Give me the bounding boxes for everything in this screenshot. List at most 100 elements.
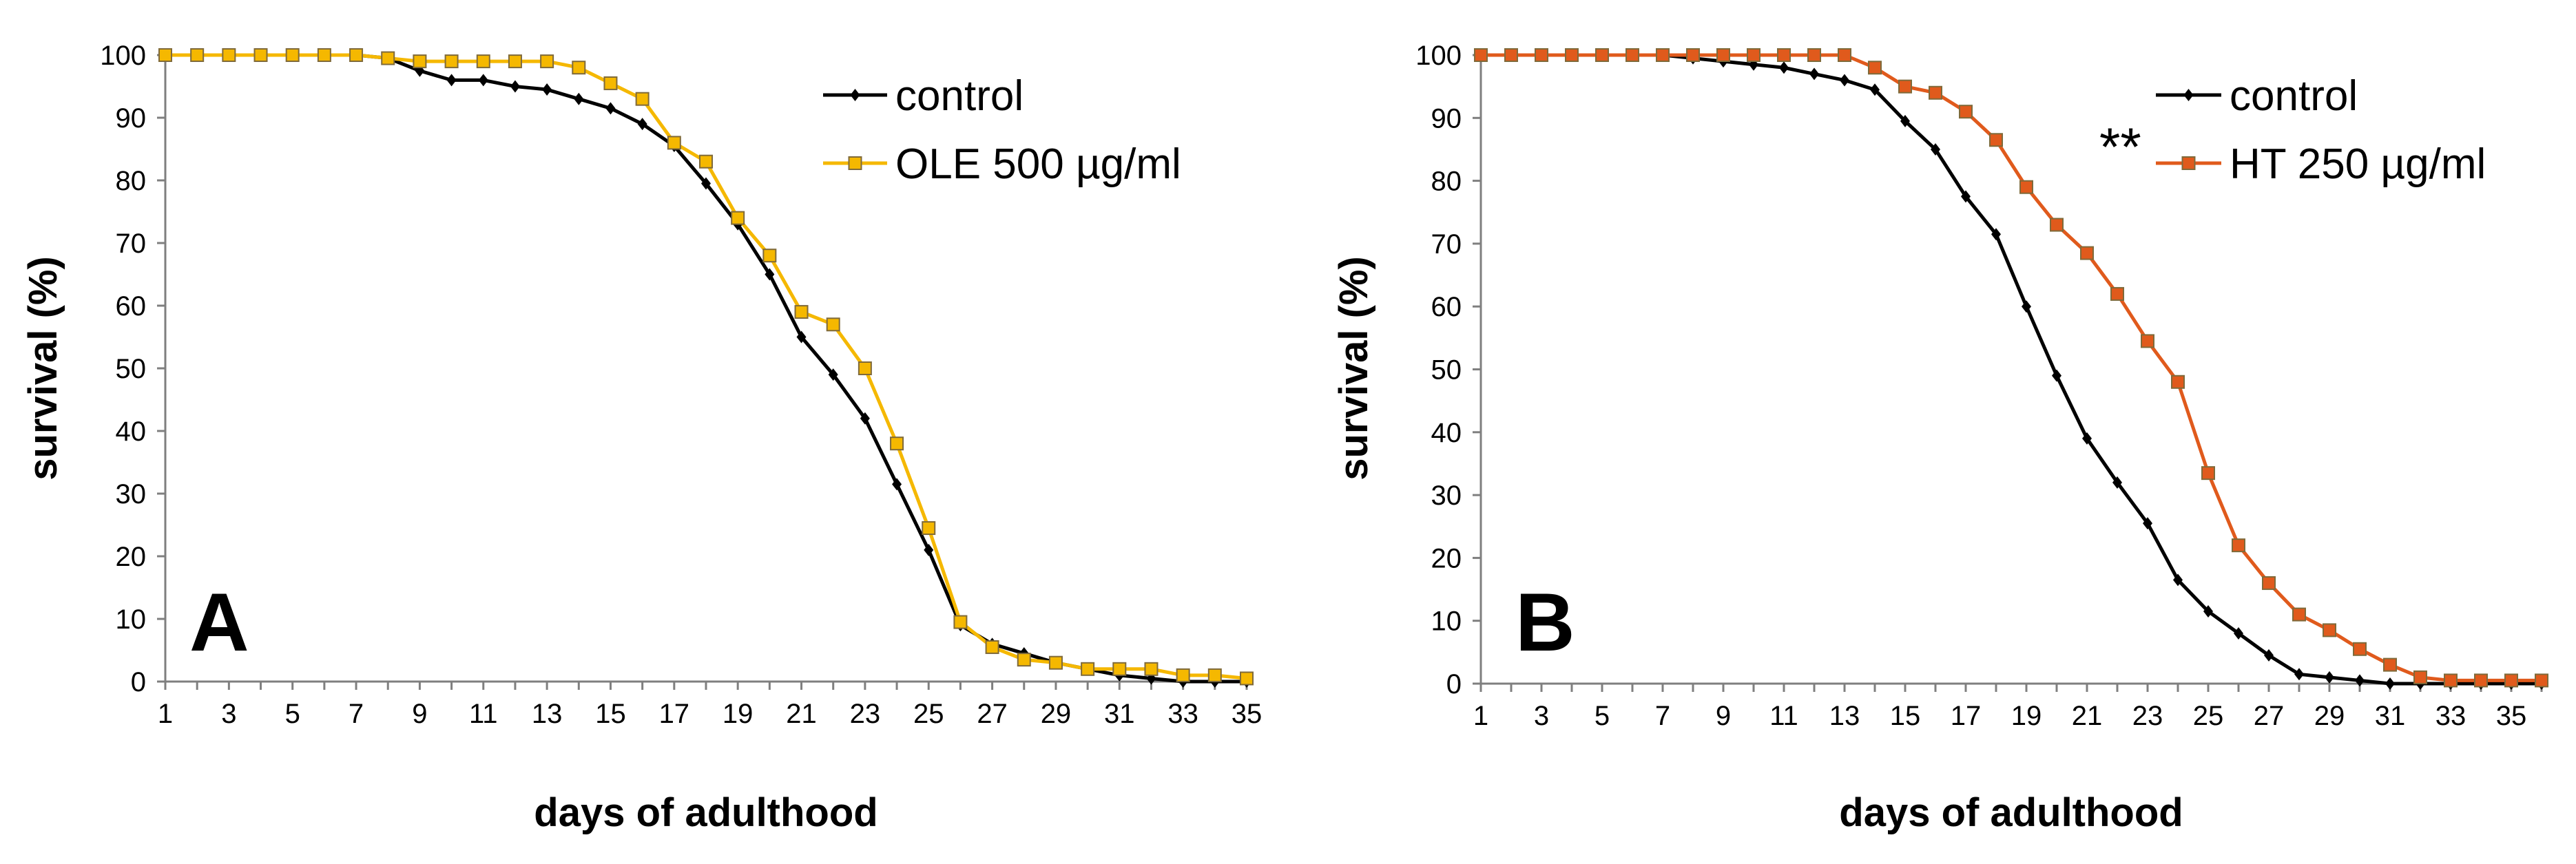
data-point <box>2203 605 2213 618</box>
x-tick-label: 3 <box>1534 701 1549 731</box>
data-point <box>794 305 809 319</box>
y-tick-label: 70 <box>1431 229 1462 260</box>
data-point <box>2292 607 2306 622</box>
x-tick-label: 5 <box>285 699 300 729</box>
x-tick-label: 13 <box>532 699 563 729</box>
x-axis-title: days of adulthood <box>1839 790 2183 835</box>
data-point <box>1807 48 1821 62</box>
data-point <box>572 61 586 75</box>
data-point <box>796 330 807 344</box>
data-point <box>190 48 205 62</box>
y-tick-label: 40 <box>1431 418 1462 448</box>
data-point <box>478 74 488 87</box>
y-tick-label: 0 <box>1446 669 1462 699</box>
data-point <box>2082 432 2092 445</box>
data-point <box>2022 300 2031 313</box>
data-point <box>2112 476 2122 489</box>
data-point <box>2173 573 2183 587</box>
data-point <box>2052 369 2061 382</box>
x-tick-label: 29 <box>1041 699 1072 729</box>
data-point <box>253 48 268 62</box>
data-point <box>860 412 870 425</box>
data-point <box>701 177 711 190</box>
legend-entry: control <box>895 72 1024 120</box>
x-tick-label: 25 <box>913 699 944 729</box>
data-point <box>508 54 522 69</box>
data-point <box>2383 657 2397 672</box>
data-point <box>2050 218 2064 232</box>
data-point <box>605 102 616 115</box>
data-point <box>1898 79 1912 94</box>
y-tick-label: 10 <box>1431 607 1462 637</box>
data-point <box>2019 180 2033 194</box>
y-tick-label: 70 <box>116 229 147 259</box>
y-axis-title: survival (%) <box>21 256 65 481</box>
panel-letter: B <box>1515 576 1575 668</box>
x-tick-label: 19 <box>723 699 754 729</box>
data-point <box>985 640 999 654</box>
legend-marker <box>2183 89 2194 101</box>
y-tick-label: 20 <box>1431 543 1462 573</box>
data-point <box>349 48 364 62</box>
data-point <box>542 83 552 96</box>
data-point <box>1504 48 1518 62</box>
x-tick-label: 17 <box>1951 701 1982 731</box>
data-point <box>635 92 650 106</box>
data-point <box>637 118 647 131</box>
y-tick-label: 40 <box>116 417 147 447</box>
x-tick-label: 31 <box>2375 701 2406 731</box>
data-point <box>1777 48 1791 62</box>
data-point <box>381 51 395 65</box>
data-point <box>826 317 840 332</box>
data-point <box>476 54 490 69</box>
data-point <box>444 54 459 69</box>
legend-marker <box>848 156 862 170</box>
y-tick-label: 80 <box>116 166 147 196</box>
x-tick-label: 21 <box>786 699 817 729</box>
data-point <box>667 136 681 150</box>
data-point <box>2080 246 2094 260</box>
x-axis-title: days of adulthood <box>534 790 877 835</box>
data-point <box>1929 85 1942 100</box>
data-point <box>699 154 713 169</box>
x-tick-label: 31 <box>1104 699 1135 729</box>
data-point <box>1048 655 1063 670</box>
data-point <box>731 211 745 225</box>
data-point <box>1779 61 1789 74</box>
y-tick-label: 20 <box>116 542 147 572</box>
data-point <box>446 74 457 87</box>
data-point <box>285 48 300 62</box>
y-axis-title: survival (%) <box>1331 256 1376 481</box>
data-point <box>2294 668 2304 681</box>
significance-annotation: ** <box>2099 116 2141 177</box>
data-point <box>1625 48 1639 62</box>
data-point <box>1017 653 1031 667</box>
data-point <box>1112 662 1127 676</box>
x-tick-label: 15 <box>595 699 626 729</box>
y-tick-label: 30 <box>116 479 147 509</box>
legend-entry: HT 250 µg/ml <box>2230 140 2486 188</box>
data-point <box>317 48 331 62</box>
data-point <box>2355 674 2365 687</box>
x-tick-label: 17 <box>659 699 690 729</box>
x-tick-label: 7 <box>1655 701 1670 731</box>
data-point <box>1207 668 1222 682</box>
x-tick-label: 13 <box>1829 701 1860 731</box>
x-tick-label: 29 <box>2314 701 2345 731</box>
legend-marker <box>850 89 860 101</box>
x-tick-label: 1 <box>1473 701 1488 731</box>
data-point <box>922 521 936 536</box>
x-tick-label: 33 <box>2435 701 2466 731</box>
data-point <box>1838 48 1851 62</box>
data-point <box>1144 662 1159 676</box>
data-point <box>2264 649 2274 662</box>
y-tick-label: 50 <box>1431 355 1462 386</box>
x-tick-label: 9 <box>1716 701 1731 731</box>
data-point <box>510 80 520 93</box>
data-point <box>1716 48 1730 62</box>
x-tick-label: 3 <box>221 699 236 729</box>
y-tick-label: 100 <box>100 41 146 71</box>
x-tick-label: 11 <box>1769 701 1798 731</box>
